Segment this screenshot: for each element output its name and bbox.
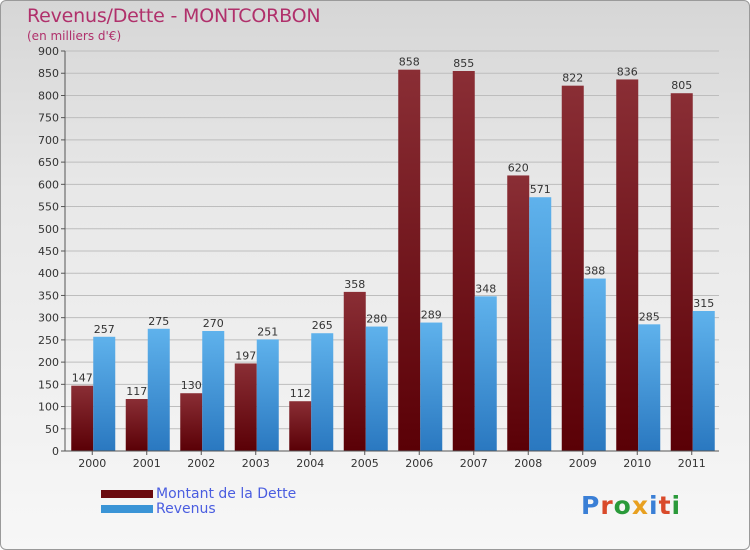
x-tick-label: 2005 [351, 457, 379, 470]
y-tick-label: 850 [38, 67, 59, 80]
legend-label-dette: Montant de la Dette [156, 486, 297, 502]
data-label-dette: 197 [235, 349, 256, 362]
data-label-revenus: 315 [693, 297, 714, 310]
bar-revenus [529, 197, 552, 451]
bar-dette [343, 291, 366, 451]
x-tick-label: 2001 [133, 457, 161, 470]
y-tick-label: 500 [38, 223, 59, 236]
bar-dette [670, 93, 693, 451]
bar-revenus [365, 326, 388, 451]
y-tick-label: 400 [38, 267, 59, 280]
data-label-dette: 130 [181, 379, 202, 392]
data-label-revenus: 388 [584, 265, 605, 278]
y-tick-label: 550 [38, 201, 59, 214]
data-label-revenus: 257 [94, 323, 115, 336]
bar-revenus [474, 296, 497, 451]
data-label-revenus: 289 [421, 309, 442, 322]
x-tick-label: 2008 [514, 457, 542, 470]
y-tick-label: 350 [38, 289, 59, 302]
bar-dette [616, 79, 639, 451]
y-tick-label: 50 [45, 423, 59, 436]
y-tick-label: 100 [38, 401, 59, 414]
y-tick-label: 600 [38, 178, 59, 191]
bar-dette [234, 363, 257, 451]
data-label-dette: 117 [126, 385, 147, 398]
bar-dette [452, 71, 475, 451]
bar-revenus [638, 324, 661, 451]
y-tick-label: 800 [38, 89, 59, 102]
data-label-revenus: 270 [203, 317, 224, 330]
x-tick-label: 2006 [405, 457, 433, 470]
data-label-dette: 805 [671, 79, 692, 92]
data-label-dette: 358 [344, 278, 365, 291]
data-label-revenus: 571 [530, 183, 551, 196]
legend-swatch-dette [101, 490, 153, 498]
bar-revenus [202, 331, 225, 451]
y-tick-label: 750 [38, 112, 59, 125]
data-label-dette: 855 [453, 57, 474, 70]
bar-revenus [420, 322, 443, 451]
x-tick-label: 2004 [296, 457, 324, 470]
legend-swatch-revenus [101, 505, 153, 513]
chart-subtitle: (en milliers d'€) [27, 29, 122, 43]
x-tick-label: 2003 [242, 457, 270, 470]
bar-dette [71, 385, 94, 451]
x-tick-label: 2009 [569, 457, 597, 470]
y-tick-label: 450 [38, 245, 59, 258]
chart-title: Revenus/Dette - MONTCORBON [27, 5, 321, 27]
y-tick-label: 650 [38, 156, 59, 169]
bar-revenus [692, 311, 715, 451]
x-tick-label: 2010 [623, 457, 651, 470]
x-tick-label: 2007 [460, 457, 488, 470]
data-label-revenus: 285 [639, 310, 660, 323]
data-label-dette: 147 [72, 372, 93, 385]
y-tick-label: 700 [38, 134, 59, 147]
y-tick-label: 150 [38, 378, 59, 391]
data-label-dette: 822 [562, 72, 583, 85]
bar-dette [289, 401, 312, 451]
y-tick-label: 250 [38, 334, 59, 347]
proxiti-logo: Proxiti [581, 491, 682, 520]
data-label-dette: 858 [399, 56, 420, 69]
y-tick-label: 300 [38, 312, 59, 325]
x-tick-label: 2002 [187, 457, 215, 470]
y-tick-label: 900 [38, 45, 59, 58]
bar-revenus [256, 339, 279, 451]
data-label-revenus: 265 [312, 319, 333, 332]
bar-dette [180, 393, 203, 451]
data-label-dette: 836 [617, 65, 638, 78]
legend-label-revenus: Revenus [156, 501, 216, 517]
bar-dette [125, 399, 148, 451]
y-tick-label: 0 [52, 445, 59, 458]
x-tick-label: 2011 [678, 457, 706, 470]
data-label-revenus: 275 [148, 315, 169, 328]
data-label-revenus: 348 [475, 282, 496, 295]
data-label-dette: 620 [508, 161, 529, 174]
x-tick-label: 2000 [78, 457, 106, 470]
bar-dette [561, 85, 584, 452]
y-tick-label: 200 [38, 356, 59, 369]
data-label-revenus: 251 [257, 325, 278, 338]
bar-revenus [147, 328, 170, 451]
bar-revenus [93, 336, 116, 451]
bar-dette [398, 69, 421, 452]
bar-dette [507, 175, 530, 451]
bar-revenus [583, 278, 606, 451]
data-label-revenus: 280 [366, 313, 387, 326]
data-label-dette: 112 [290, 387, 311, 400]
bar-revenus [311, 333, 334, 451]
